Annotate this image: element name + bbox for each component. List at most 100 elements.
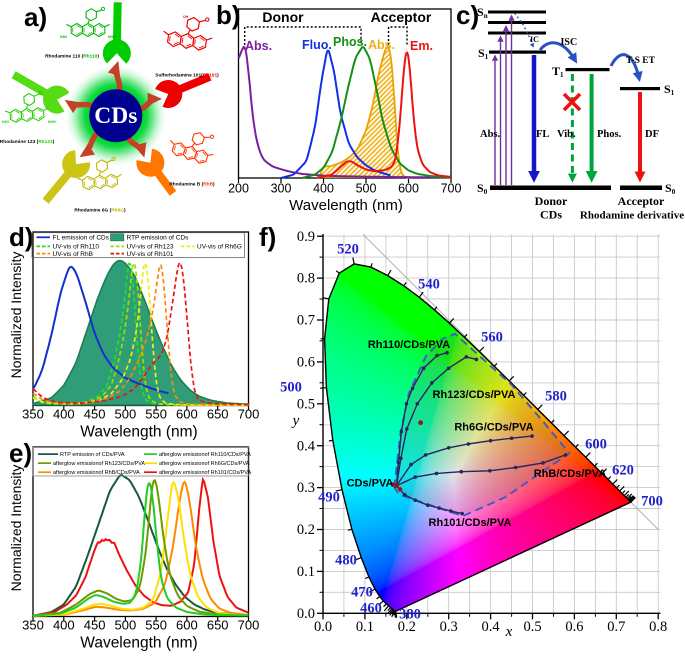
svg-text:0.4: 0.4 xyxy=(482,619,501,635)
svg-text:Rh6G/CDs/PVA: Rh6G/CDs/PVA xyxy=(454,422,533,434)
svg-text:Acceptor: Acceptor xyxy=(618,194,665,208)
svg-text:afterglow emissionof Rh101/CD: afterglow emissionof Rh101/CDs/PVA xyxy=(159,470,252,476)
svg-text:afterglow emissionof RhB/CDs/: afterglow emissionof RhB/CDs/PVA xyxy=(53,470,140,476)
svg-text:Sulforhodamine 101(Rh101): Sulforhodamine 101(Rh101) xyxy=(155,73,219,79)
svg-text:470: 470 xyxy=(351,585,373,601)
svg-text:350: 350 xyxy=(22,618,44,633)
svg-text:NH2+: NH2+ xyxy=(108,35,117,39)
svg-text:700: 700 xyxy=(641,494,663,510)
svg-text:0.0: 0.0 xyxy=(297,606,315,622)
svg-text:500: 500 xyxy=(280,380,302,396)
svg-text:OH: OH xyxy=(183,15,189,19)
svg-text:Abs.: Abs. xyxy=(245,39,272,53)
svg-text:650: 650 xyxy=(207,618,229,633)
svg-text:afterglow emissionof Rh123/CD: afterglow emissionof Rh123/CDs/PVA xyxy=(53,461,146,467)
svg-text:FL: FL xyxy=(536,129,549,140)
svg-text:500: 500 xyxy=(356,182,377,196)
svg-text:400: 400 xyxy=(53,618,75,633)
svg-text:500: 500 xyxy=(115,407,137,422)
svg-text:Abs.: Abs. xyxy=(368,38,395,52)
svg-text:0.1: 0.1 xyxy=(297,564,315,580)
svg-text:T-S ET: T-S ET xyxy=(626,56,656,66)
svg-text:460: 460 xyxy=(360,601,382,617)
svg-text:Phos.: Phos. xyxy=(597,129,622,140)
svg-text:350: 350 xyxy=(22,407,44,422)
svg-text:Em.: Em. xyxy=(410,39,433,53)
svg-text:RTP emission of CDs/PVA: RTP emission of CDs/PVA xyxy=(60,452,125,458)
svg-text:Abs.: Abs. xyxy=(480,129,501,140)
svg-text:0.2: 0.2 xyxy=(398,619,416,635)
svg-text:Rhodamine derivative: Rhodamine derivative xyxy=(580,210,684,222)
svg-text:afterglow emissionof Rh6G/CDs: afterglow emissionof Rh6G/CDs/PVA xyxy=(159,461,250,467)
svg-text:UV-vis of RhB: UV-vis of RhB xyxy=(53,251,93,258)
svg-text:Acceptor: Acceptor xyxy=(371,9,432,25)
svg-text:650: 650 xyxy=(207,407,229,422)
svg-text:0.3: 0.3 xyxy=(440,619,458,635)
svg-text:600: 600 xyxy=(585,437,607,453)
svg-text:Normalized Intensity: Normalized Intensity xyxy=(8,465,24,592)
svg-text:Rh101/CDs/PVA: Rh101/CDs/PVA xyxy=(429,517,512,529)
svg-text:560: 560 xyxy=(481,330,503,346)
svg-text:Normalized Intensity: Normalized Intensity xyxy=(8,252,24,379)
svg-text:UV-vis of Rh123: UV-vis of Rh123 xyxy=(127,244,174,251)
svg-text:500: 500 xyxy=(115,618,137,633)
svg-text:x: x xyxy=(505,624,513,640)
svg-text:IC: IC xyxy=(530,35,539,44)
svg-text:RTP emission of CDs: RTP emission of CDs xyxy=(127,235,190,242)
svg-text:y: y xyxy=(291,413,300,429)
svg-text:Wavelength (nm): Wavelength (nm) xyxy=(80,635,197,652)
svg-text:400: 400 xyxy=(53,407,75,422)
svg-text:Fluo.: Fluo. xyxy=(302,38,332,52)
svg-text:CDs: CDs xyxy=(540,208,562,222)
svg-text:0.7: 0.7 xyxy=(297,313,315,329)
svg-text:Wavelength (nm): Wavelength (nm) xyxy=(80,424,197,441)
svg-text:620: 620 xyxy=(612,463,634,479)
svg-text:CDs/PVA: CDs/PVA xyxy=(347,478,394,490)
svg-text:0.3: 0.3 xyxy=(297,480,315,496)
svg-text:580: 580 xyxy=(545,389,567,405)
svg-text:0.7: 0.7 xyxy=(607,619,625,635)
svg-text:Rhodamine 6G (Rh6G): Rhodamine 6G (Rh6G) xyxy=(74,208,126,214)
svg-text:NH2+: NH2+ xyxy=(48,120,57,124)
svg-text:200: 200 xyxy=(228,182,249,196)
svg-text:Rhodamine 123 (Rh123): Rhodamine 123 (Rh123) xyxy=(0,139,55,145)
svg-text:520: 520 xyxy=(337,242,359,258)
svg-text:0.5: 0.5 xyxy=(523,619,541,635)
svg-text:0.5: 0.5 xyxy=(297,396,315,412)
svg-text:450: 450 xyxy=(84,407,106,422)
svg-text:S0: S0 xyxy=(665,181,676,196)
svg-text:Rhodamine B (RhB): Rhodamine B (RhB) xyxy=(169,182,215,188)
svg-text:0.1: 0.1 xyxy=(356,619,374,635)
svg-text:0.6: 0.6 xyxy=(565,619,583,635)
svg-text:450: 450 xyxy=(84,618,106,633)
svg-text:0.6: 0.6 xyxy=(297,355,315,371)
svg-text:DF: DF xyxy=(645,129,659,140)
svg-text:0.8: 0.8 xyxy=(649,619,667,635)
svg-text:Rhodamine 110 (Rh110): Rhodamine 110 (Rh110) xyxy=(45,54,99,60)
svg-text:H2N: H2N xyxy=(60,35,67,39)
svg-text:490: 490 xyxy=(318,490,340,506)
svg-text:S0: S0 xyxy=(477,181,488,196)
svg-text:0.4: 0.4 xyxy=(297,438,316,454)
svg-text:550: 550 xyxy=(145,407,167,422)
svg-text:FL emission of CDs: FL emission of CDs xyxy=(53,235,110,242)
svg-text:RhB/CDs/PVA: RhB/CDs/PVA xyxy=(534,468,607,480)
svg-text:380: 380 xyxy=(399,607,421,623)
svg-text:afterglow emissionof Rh110/CD: afterglow emissionof Rh110/CDs/PVA xyxy=(159,452,251,458)
svg-text:700: 700 xyxy=(441,182,462,196)
svg-text:700: 700 xyxy=(238,407,260,422)
svg-text:H2N: H2N xyxy=(2,120,9,124)
svg-text:600: 600 xyxy=(398,182,419,196)
svg-text:ISC: ISC xyxy=(561,37,578,48)
svg-text:550: 550 xyxy=(145,618,167,633)
svg-text:Rh123/CDs/PVA: Rh123/CDs/PVA xyxy=(433,389,516,401)
svg-text:CDs: CDs xyxy=(94,103,137,129)
svg-text:S1: S1 xyxy=(478,46,489,61)
svg-text:UV-vis of Rh6G: UV-vis of Rh6G xyxy=(197,244,242,251)
svg-text:Rh110/CDs/PVA: Rh110/CDs/PVA xyxy=(368,339,450,351)
svg-text:480: 480 xyxy=(335,553,357,569)
svg-text:600: 600 xyxy=(176,618,198,633)
svg-text:T1: T1 xyxy=(552,64,564,79)
svg-text:700: 700 xyxy=(238,618,260,633)
svg-text:UV-vis of Rh110: UV-vis of Rh110 xyxy=(53,244,100,251)
